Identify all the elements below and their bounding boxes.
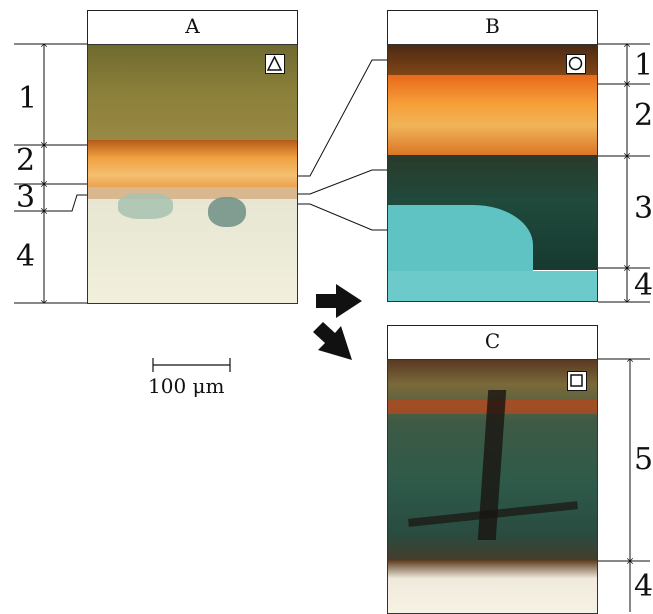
layer-2-orange — [388, 75, 597, 160]
connector-lines — [298, 59, 387, 231]
panel-c-layer-number: 5 — [634, 442, 653, 477]
panel-b-micrograph — [387, 44, 598, 302]
arrow-to-c — [313, 322, 352, 360]
square-icon — [570, 374, 583, 387]
panel-c-header: C — [387, 325, 598, 360]
panel-c-label: C — [484, 329, 501, 353]
panel-b-dimension-lines — [598, 43, 650, 303]
panel-a-layer-number: 1 — [18, 81, 38, 116]
scale-bar-label: 100 μm — [148, 374, 225, 398]
panel-b-layer-number: 1 — [634, 48, 653, 83]
layer-4-base — [388, 560, 597, 613]
panel-a-layer-number: 3 — [16, 180, 36, 215]
layer-1-ground — [88, 45, 297, 145]
panel-a-layer-number: 2 — [16, 143, 36, 178]
inclusion-blob — [118, 193, 173, 219]
triangle-marker — [265, 54, 285, 74]
panel-a-layer-number: 4 — [16, 239, 36, 274]
layer-4-base — [388, 271, 597, 301]
panel-b-layer-number: 3 — [634, 191, 653, 226]
scale-bar — [152, 358, 231, 372]
panel-c-dimension-lines — [598, 358, 650, 612]
triangle-icon — [266, 55, 283, 71]
panel-a-micrograph — [87, 44, 298, 304]
circle-icon — [568, 56, 583, 71]
panel-a-label: A — [185, 14, 200, 38]
layer-2-orange — [88, 140, 297, 190]
arrow-to-b — [316, 284, 362, 318]
panel-a-header: A — [87, 10, 298, 45]
panel-b-header: B — [387, 10, 598, 45]
square-marker — [567, 371, 587, 391]
panel-b-layer-number: 4 — [634, 268, 653, 303]
panel-c-layer-number: 4 — [634, 569, 653, 604]
panel-b-label: B — [485, 14, 500, 38]
layer-4-base — [88, 199, 297, 303]
panel-a-dimension-lines — [14, 43, 87, 304]
panel-c-micrograph — [387, 359, 598, 614]
panel-b-layer-number: 2 — [634, 98, 653, 133]
layer-1-dark — [388, 45, 597, 80]
circle-marker — [566, 54, 586, 74]
inclusion-blob — [208, 197, 246, 227]
